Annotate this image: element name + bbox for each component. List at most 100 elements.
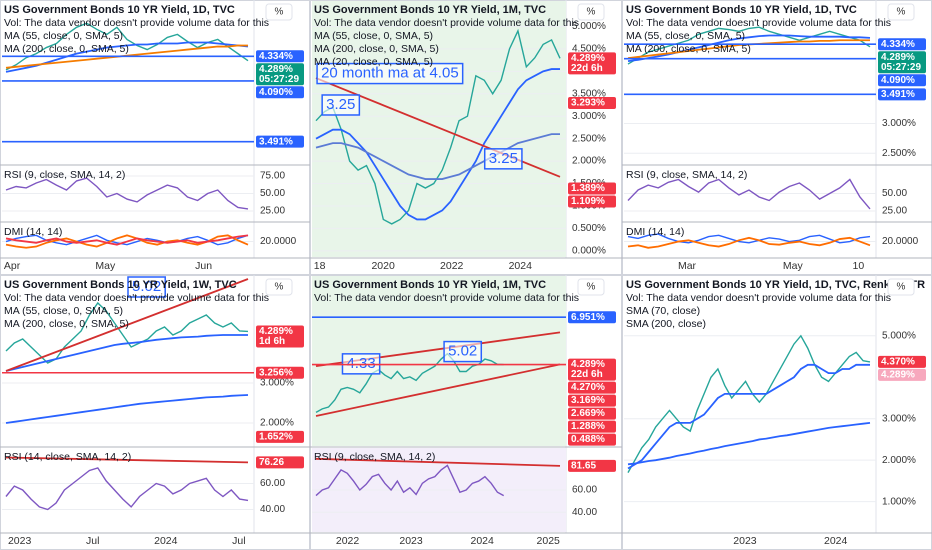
scale-mode-button[interactable] bbox=[577, 278, 605, 296]
price-tag-label: 6.951% bbox=[571, 312, 605, 323]
price-tag-label: 3.169% bbox=[571, 395, 605, 406]
x-tick-label: 2024 bbox=[471, 535, 495, 547]
series-line bbox=[5, 234, 249, 246]
price-tag bbox=[568, 381, 616, 394]
price-tag bbox=[568, 394, 616, 407]
x-tick-label: Jul bbox=[232, 535, 245, 547]
price-tag bbox=[878, 51, 926, 74]
series-line bbox=[315, 363, 561, 417]
price-tag-label: 1.288% bbox=[571, 421, 605, 432]
y-tick-label: 3.000% bbox=[572, 111, 606, 122]
price-tag bbox=[568, 433, 616, 446]
price-tag-label: 0.488% bbox=[571, 434, 605, 445]
price-tag-label: 4.289% bbox=[571, 359, 605, 370]
price-tag bbox=[568, 407, 616, 420]
scale-mode-button[interactable] bbox=[265, 278, 293, 296]
series-line bbox=[5, 334, 248, 372]
series-line bbox=[627, 178, 871, 210]
legend-entry: RSI (9, close, SMA, 14, 2) bbox=[626, 169, 747, 181]
legend-entry: Vol: The data vendor doesn't provide vol… bbox=[314, 292, 579, 304]
annotation-box bbox=[316, 62, 464, 85]
scale-mode-label: % bbox=[897, 7, 906, 18]
legend-entry: MA (200, close, 0, SMA, 5) bbox=[314, 43, 439, 55]
annotation: 5.02 bbox=[132, 278, 161, 295]
x-tick-label: 2025 bbox=[537, 535, 561, 547]
x-tick-label: Mar bbox=[678, 260, 697, 272]
chart-title: US Government Bonds 10 YR Yield, 1D, TVC bbox=[4, 4, 235, 16]
x-tick-label: May bbox=[783, 260, 804, 272]
price-tag-label: 81.65 bbox=[571, 461, 596, 472]
scale-mode-label: % bbox=[897, 282, 906, 293]
y-tick-label: 3.000% bbox=[260, 378, 294, 389]
series-line bbox=[315, 457, 561, 467]
price-tag bbox=[256, 430, 304, 443]
price-tag bbox=[568, 311, 616, 324]
price-tag bbox=[256, 63, 304, 86]
price-tag bbox=[568, 358, 616, 381]
series-line bbox=[5, 278, 249, 372]
legend-entry: RSI (9, close, SMA, 14, 2) bbox=[314, 451, 435, 463]
price-tag-countdown: 05:27:29 bbox=[259, 74, 299, 85]
price-tag bbox=[256, 325, 304, 348]
y-tick-label: 20.0000 bbox=[882, 236, 919, 247]
series-line bbox=[627, 421, 871, 466]
series-line bbox=[5, 467, 249, 511]
x-tick-label: 10 bbox=[853, 260, 865, 272]
price-tag-label: 4.289% bbox=[259, 326, 293, 337]
price-tag-label: 4.090% bbox=[259, 87, 293, 98]
price-tag-label: 1.109% bbox=[571, 196, 605, 207]
scale-mode-button[interactable] bbox=[887, 278, 915, 296]
series-line bbox=[315, 352, 504, 414]
y-tick-label: 3.000% bbox=[882, 413, 916, 424]
price-tag bbox=[568, 420, 616, 433]
x-tick-label: 2020 bbox=[371, 260, 395, 272]
legend-entry: MA (200, close, 0, SMA, 5) bbox=[4, 43, 129, 55]
price-tag-countdown: 22d 6h bbox=[571, 63, 603, 74]
y-tick-label: 1.000% bbox=[882, 496, 916, 507]
y-tick-label: 20.0000 bbox=[260, 236, 297, 247]
price-tag bbox=[878, 74, 926, 87]
annotation-box bbox=[321, 94, 361, 116]
scale-mode-button[interactable] bbox=[265, 3, 293, 21]
chart-title: US Government Bonds 10 YR Yield, 1M, TVC bbox=[314, 279, 546, 291]
price-tag-label: 4.370% bbox=[881, 357, 915, 368]
panel-frame bbox=[0, 0, 310, 275]
y-tick-label: 2.000% bbox=[572, 156, 606, 167]
price-tag-countdown: 1d 6h bbox=[259, 336, 285, 347]
price-tag bbox=[568, 195, 616, 208]
x-tick-label: Jul bbox=[86, 535, 99, 547]
pane-background bbox=[312, 1, 566, 257]
annotation: 3.25 bbox=[489, 150, 518, 167]
chart-title: US Government Bonds 10 YR Yield, 1D, TVC… bbox=[626, 279, 925, 291]
price-tag bbox=[256, 456, 304, 469]
x-tick-label: 18 bbox=[314, 260, 326, 272]
annotation-box bbox=[483, 148, 523, 170]
price-tag-countdown: 05:27:29 bbox=[881, 62, 921, 73]
price-tag-label: 4.090% bbox=[881, 75, 915, 86]
price-tag-label: 1.389% bbox=[571, 183, 605, 194]
chart-title: US Government Bonds 10 YR Yield, 1D, TVC bbox=[626, 4, 857, 16]
legend-entry: Vol: The data vendor doesn't provide vol… bbox=[4, 17, 269, 29]
x-tick-label: 2023 bbox=[733, 535, 757, 547]
x-tick-label: 2024 bbox=[509, 260, 533, 272]
scale-mode-button[interactable] bbox=[577, 3, 605, 21]
y-tick-label: 5.000% bbox=[572, 21, 606, 32]
price-tag-label: 4.289% bbox=[881, 52, 915, 63]
price-tag bbox=[256, 50, 304, 63]
price-tag bbox=[568, 97, 616, 110]
y-tick-label: 5.000% bbox=[882, 330, 916, 341]
annotation: 5.02 bbox=[448, 343, 477, 360]
legend-entry: MA (200, close, 0, SMA, 5) bbox=[4, 318, 129, 330]
legend-entry: MA (55, close, 0, SMA, 5) bbox=[4, 30, 123, 42]
price-tag-label: 4.270% bbox=[571, 382, 605, 393]
panel-frame bbox=[310, 0, 622, 275]
legend-entry: SMA (200, close) bbox=[626, 318, 706, 330]
price-tag-label: 4.289% bbox=[571, 53, 605, 64]
y-tick-label: 25.00 bbox=[882, 206, 907, 217]
price-tag-label: 3.256% bbox=[259, 367, 293, 378]
scale-mode-button[interactable] bbox=[887, 3, 915, 21]
price-tag bbox=[256, 135, 304, 148]
scale-mode-label: % bbox=[587, 7, 596, 18]
y-tick-label: 4.500% bbox=[572, 44, 606, 55]
legend-entry: MA (55, close, 0, SMA, 5) bbox=[626, 30, 745, 42]
